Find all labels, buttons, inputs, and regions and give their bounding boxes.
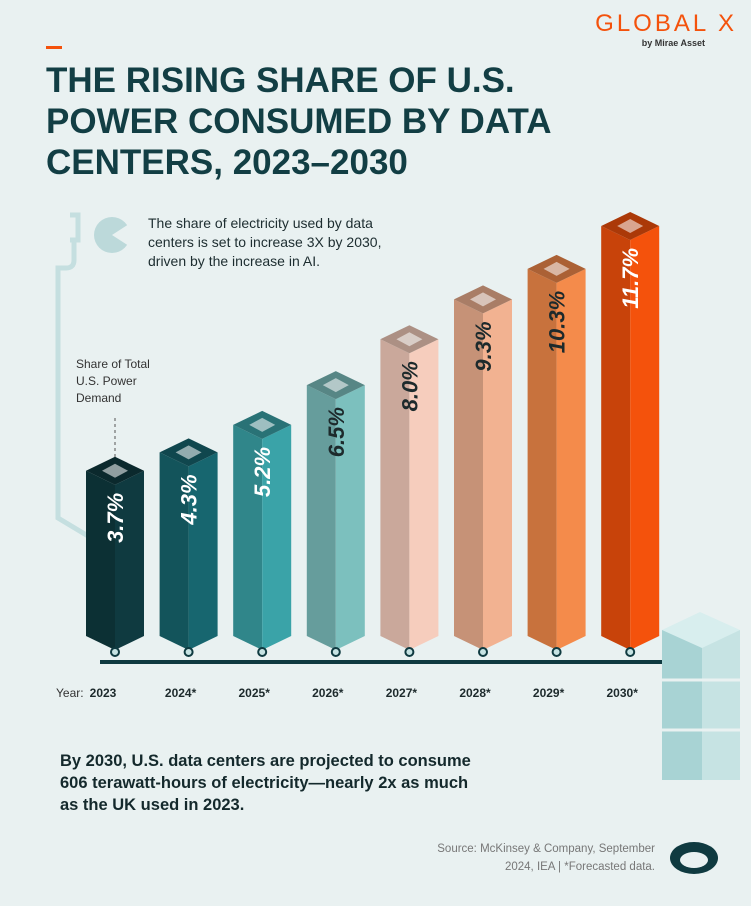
timeline-marker (404, 647, 415, 657)
bar (409, 339, 439, 650)
timeline-marker (110, 647, 120, 657)
value-caption: Share of Total U.S. Power Demand (76, 357, 150, 405)
chip-icon (322, 378, 349, 393)
timeline-marker (478, 647, 488, 657)
x-tick-label: 2027* (386, 686, 418, 700)
bar-left-face (527, 268, 557, 650)
chip-icon (470, 292, 496, 307)
source: Source: McKinsey & Company, September 20… (437, 843, 655, 873)
timeline-marker (625, 647, 636, 657)
chip-icon (175, 445, 202, 460)
x-tick-label: 2025* (239, 686, 271, 700)
bar-left-face (306, 385, 336, 650)
bar-left-face (601, 225, 631, 651)
chip-icon (102, 463, 128, 478)
annotation: The share of electricity used by data ce… (148, 215, 382, 269)
chip-icon (396, 332, 423, 347)
bar-left-face (159, 452, 189, 650)
bar (335, 385, 365, 650)
brand-tagline: by Mirae Asset (641, 38, 705, 48)
cable (55, 212, 90, 539)
value-label: 8.0% (397, 361, 422, 411)
x-axis-label: Year: (56, 686, 84, 700)
bar (262, 424, 292, 650)
timeline-marker (257, 647, 268, 657)
value-label: 10.3% (545, 291, 570, 353)
bar-left-face (233, 424, 263, 650)
chip-icon (543, 261, 570, 276)
timeline-marker (330, 647, 341, 657)
bar-left-face (86, 470, 115, 650)
x-tick-label: 2030* (607, 686, 639, 700)
pacman-mouth (112, 222, 132, 248)
bar (630, 225, 660, 651)
bar (115, 470, 144, 650)
bar-left-face (454, 299, 483, 650)
x-tick-label: 2026* (312, 686, 344, 700)
value-label: 4.3% (177, 474, 202, 525)
chart-title: THE RISING SHARE OF U.S. POWER CONSUMED … (46, 61, 551, 182)
x-tick-label: 2028* (459, 686, 491, 700)
timeline-marker (183, 647, 194, 657)
chip-icon (617, 218, 644, 233)
value-label: 11.7% (618, 248, 643, 309)
value-label: 5.2% (250, 447, 275, 497)
bar (483, 299, 512, 650)
bar (188, 452, 218, 650)
x-tick-label: 2029* (533, 686, 565, 700)
value-label: 6.5% (324, 407, 349, 457)
bar (556, 268, 586, 650)
accent-dash (46, 46, 62, 49)
timeline-marker (551, 647, 562, 657)
server-rack (662, 612, 740, 780)
cloud-logo (670, 842, 718, 874)
takeaway: By 2030, U.S. data centers are projected… (60, 752, 471, 814)
bar-left-face (380, 339, 410, 650)
chip-icon (249, 417, 276, 432)
brand-name: GLOBAL X (595, 10, 737, 37)
x-tick-label: 2023 (90, 686, 117, 700)
value-label: 9.3% (471, 321, 496, 371)
value-label: 3.7% (103, 493, 128, 543)
x-tick-label: 2024* (165, 686, 197, 700)
